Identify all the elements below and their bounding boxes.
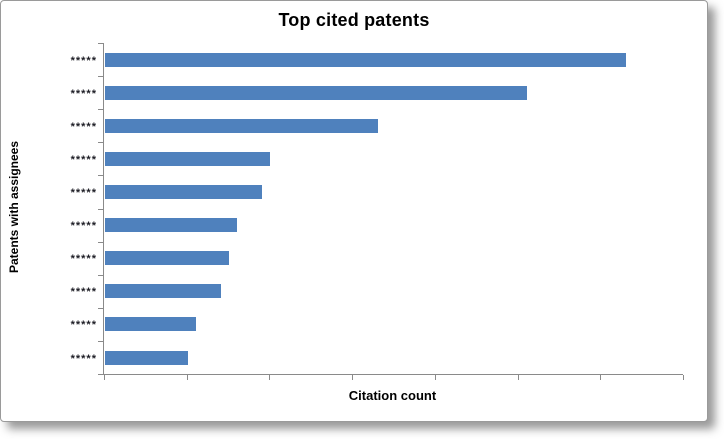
category-label-3: ***** xyxy=(70,120,97,133)
x-axis-tick xyxy=(187,375,188,380)
category-label-7: ***** xyxy=(70,253,97,266)
bar-2 xyxy=(105,85,527,100)
category-label-6: ***** xyxy=(70,220,97,233)
y-axis-tick xyxy=(98,142,103,143)
category-label-10: ***** xyxy=(70,352,97,365)
x-axis-tick xyxy=(600,375,601,380)
x-axis-tick xyxy=(518,375,519,380)
y-axis-tick xyxy=(98,109,103,110)
x-axis-tick xyxy=(104,375,105,380)
category-label-9: ***** xyxy=(70,319,97,332)
bar-6 xyxy=(105,218,237,233)
y-axis-tick xyxy=(98,76,103,77)
bar-1 xyxy=(105,52,626,67)
plot-area xyxy=(98,43,684,380)
chart-title: Top cited patents xyxy=(278,10,430,30)
x-axis-tick xyxy=(683,375,684,380)
y-axis-tick xyxy=(98,308,103,309)
y-axis-tick xyxy=(98,209,103,210)
bar-3 xyxy=(105,118,378,133)
y-axis-title: Patents with assignees xyxy=(7,140,21,274)
y-axis-tick xyxy=(98,374,103,375)
y-axis-tick xyxy=(98,242,103,243)
category-label-5: ***** xyxy=(70,187,97,199)
x-axis-title: Citation count xyxy=(348,388,437,403)
bar-9 xyxy=(105,317,196,332)
category-label-1: ***** xyxy=(70,54,97,67)
category-labels-container: ***** ***** ***** ***** ***** ***** ***** *****… xyxy=(37,43,97,374)
x-axis-tick xyxy=(269,375,270,380)
y-axis-tick xyxy=(98,275,103,276)
chart-card: Top cited patents Patents with assignees… xyxy=(0,0,708,422)
y-axis-tick xyxy=(98,43,103,44)
bar-4 xyxy=(105,151,270,166)
category-label-8: ***** xyxy=(70,286,97,299)
y-axis-tick xyxy=(98,341,103,342)
category-label-4: ***** xyxy=(70,153,97,166)
bar-8 xyxy=(105,284,221,299)
bar-10 xyxy=(105,350,188,365)
y-axis-tick xyxy=(98,175,103,176)
bar-5 xyxy=(105,185,262,199)
x-axis-tick xyxy=(352,375,353,380)
x-axis-tick xyxy=(435,375,436,380)
bar-7 xyxy=(105,251,229,266)
category-label-2: ***** xyxy=(70,87,97,100)
